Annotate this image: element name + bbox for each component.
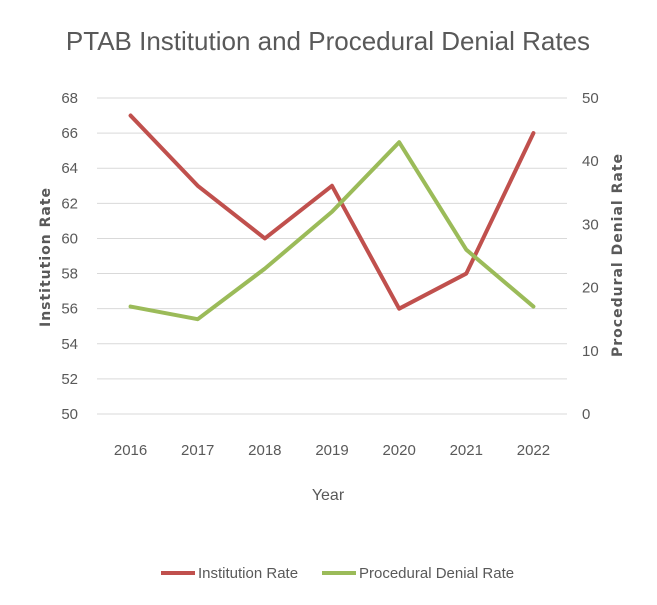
right-axis-title: Procedural Denial Rate [610,153,626,357]
left-tick-label: 64 [61,160,78,177]
series-lines [128,113,536,322]
x-tick-label: 2022 [517,442,550,459]
left-axis-ticks: 50 52 54 56 58 60 62 64 66 68 [61,90,78,423]
right-tick-label: 30 [582,216,599,233]
right-axis-ticks: 0 10 20 30 40 50 [582,90,599,423]
x-tick-label: 2016 [114,442,147,459]
left-tick-label: 60 [61,230,78,247]
series-line-2 [128,140,536,322]
right-tick-label: 0 [582,406,590,423]
legend-label-2: Procedural Denial Rate [359,565,514,582]
right-tick-label: 20 [582,280,599,297]
legend: Institution Rate Procedural Denial Rate [161,565,514,582]
gridlines [97,97,567,415]
x-tick-label: 2017 [181,442,214,459]
right-tick-label: 10 [582,343,599,360]
series-line-1 [128,113,536,311]
x-axis-title: Year [312,487,345,504]
left-tick-label: 58 [61,266,78,283]
right-tick-label: 50 [582,90,599,107]
legend-label-1: Institution Rate [198,565,298,582]
left-tick-label: 66 [61,125,78,142]
x-axis-ticks: 2016 2017 2018 2019 2020 2021 2022 [114,442,550,459]
left-axis-title: Institution Rate [38,187,54,327]
x-tick-label: 2018 [248,442,281,459]
chart-title: PTAB Institution and Procedural Denial R… [66,26,590,56]
left-tick-label: 68 [61,90,78,107]
x-tick-label: 2019 [315,442,348,459]
x-tick-label: 2021 [450,442,483,459]
left-tick-label: 50 [61,406,78,423]
left-tick-label: 62 [61,195,78,212]
right-tick-label: 40 [582,153,599,170]
left-tick-label: 52 [61,371,78,388]
left-tick-label: 56 [61,301,78,318]
x-tick-label: 2020 [382,442,415,459]
left-tick-label: 54 [61,336,78,353]
